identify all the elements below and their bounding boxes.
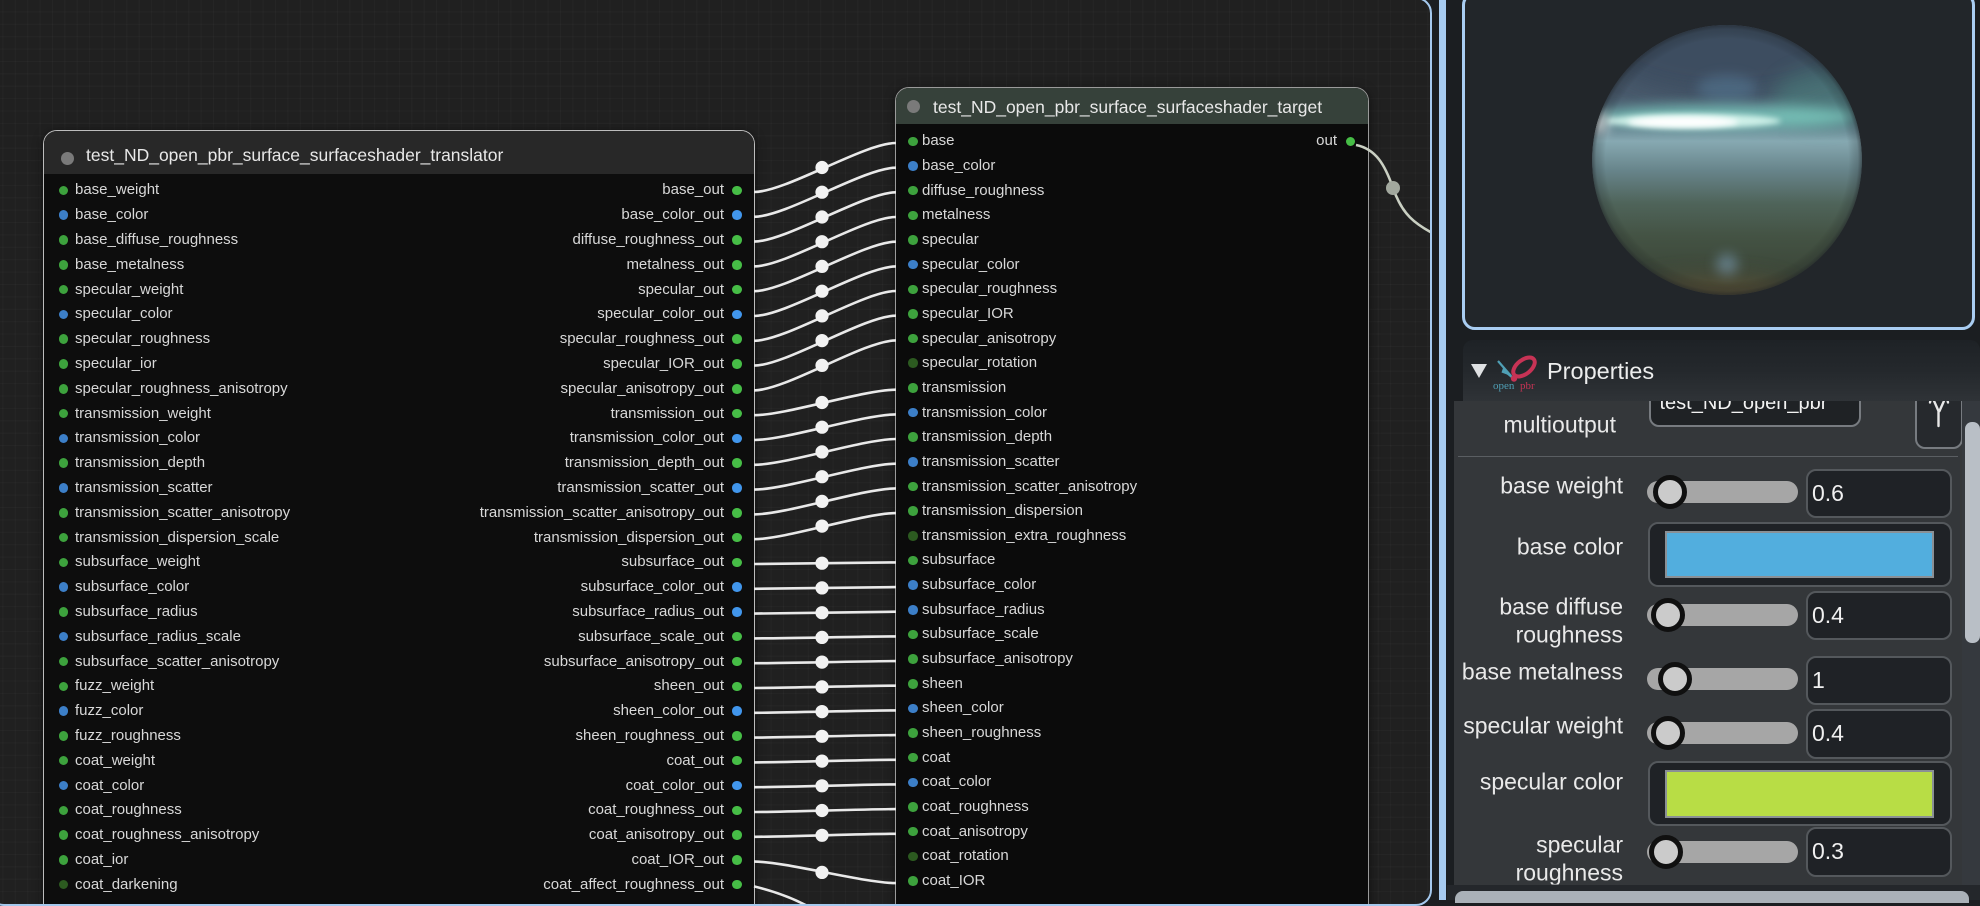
svg-text:pbr: pbr — [1520, 380, 1535, 392]
svg-text:open: open — [1493, 380, 1515, 392]
